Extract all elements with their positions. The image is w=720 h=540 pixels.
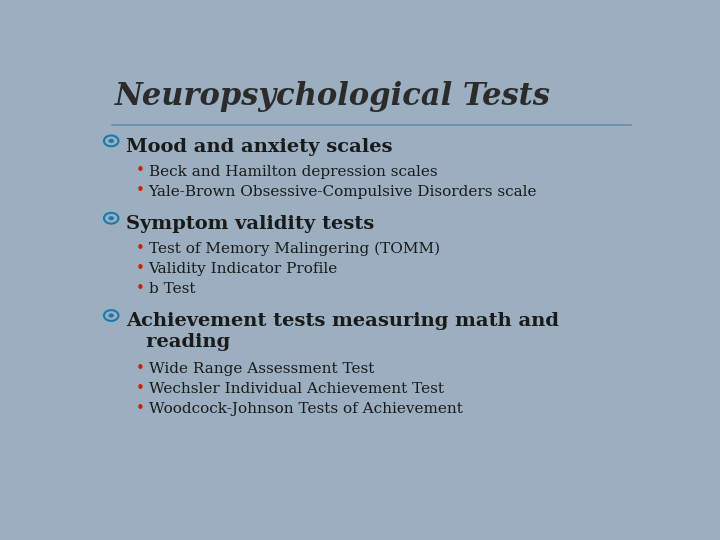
Text: Wechsler Individual Achievement Test: Wechsler Individual Achievement Test xyxy=(148,382,444,396)
Text: Validity Indicator Profile: Validity Indicator Profile xyxy=(148,262,338,276)
Text: •: • xyxy=(136,361,145,376)
Text: Test of Memory Malingering (TOMM): Test of Memory Malingering (TOMM) xyxy=(148,242,440,256)
Circle shape xyxy=(109,313,114,318)
Text: •: • xyxy=(136,401,145,416)
Text: •: • xyxy=(136,241,145,255)
Text: Woodcock-Johnson Tests of Achievement: Woodcock-Johnson Tests of Achievement xyxy=(148,402,462,416)
Text: Wide Range Assessment Test: Wide Range Assessment Test xyxy=(148,362,374,376)
Text: Mood and anxiety scales: Mood and anxiety scales xyxy=(126,138,393,156)
Text: Beck and Hamilton depression scales: Beck and Hamilton depression scales xyxy=(148,165,437,179)
Text: •: • xyxy=(136,183,145,198)
Text: •: • xyxy=(136,261,145,275)
Text: Achievement tests measuring math and
   reading: Achievement tests measuring math and rea… xyxy=(126,312,559,351)
Circle shape xyxy=(109,139,114,143)
Text: Neuropsychological Tests: Neuropsychological Tests xyxy=(115,82,551,112)
Text: •: • xyxy=(136,281,145,295)
Text: Symptom validity tests: Symptom validity tests xyxy=(126,215,374,233)
Text: b Test: b Test xyxy=(148,282,195,296)
Circle shape xyxy=(109,216,114,220)
Text: Yale-Brown Obsessive-Compulsive Disorders scale: Yale-Brown Obsessive-Compulsive Disorder… xyxy=(148,185,537,199)
Text: •: • xyxy=(136,163,145,178)
Text: •: • xyxy=(136,381,145,396)
